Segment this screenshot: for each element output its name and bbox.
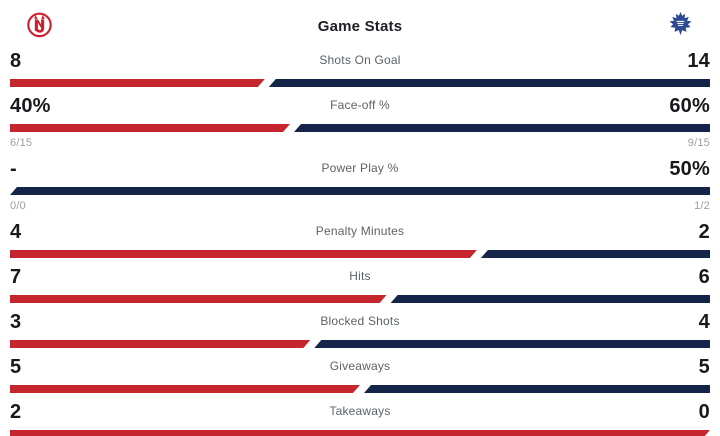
- home-bar-segment: [10, 340, 310, 348]
- stat-row: 7 Hits 6: [10, 264, 710, 303]
- stat-row: 4 Penalty Minutes 2: [10, 219, 710, 258]
- home-value: 4: [10, 221, 22, 243]
- stat-label: Face-off %: [330, 98, 390, 112]
- away-value: 14: [687, 50, 710, 72]
- stat-row: 8 Shots On Goal 14: [10, 48, 710, 87]
- away-value: 5: [698, 356, 710, 378]
- maple-leafs-logo-icon: [669, 11, 692, 36]
- stat-row: 2 Takeaways 0: [10, 399, 710, 436]
- home-bar-segment: [10, 430, 710, 436]
- stat-row: 3 Blocked Shots 4: [10, 309, 710, 348]
- away-bar-segment: [364, 385, 710, 393]
- home-bar-segment: [10, 385, 360, 393]
- away-bar-segment: [390, 295, 710, 303]
- stat-row-head: 2 Takeaways 0: [10, 401, 710, 426]
- away-value: 6: [698, 266, 710, 288]
- home-sub-value: 0/0: [10, 200, 26, 212]
- stat-row-head: 4 Penalty Minutes 2: [10, 221, 710, 246]
- home-bar-segment: [10, 295, 387, 303]
- stat-rows: 8 Shots On Goal 14 40% Face-off % 60% 6/: [10, 48, 710, 436]
- home-value: -: [10, 158, 17, 180]
- stat-row-head: 5 Giveaways 5: [10, 356, 710, 381]
- home-bar-segment: [10, 250, 477, 258]
- header: Game Stats: [10, 0, 710, 40]
- away-bar-segment: [268, 79, 710, 87]
- comparison-bar: [10, 79, 710, 87]
- away-value: 60%: [669, 95, 710, 117]
- comparison-bar: [10, 124, 710, 132]
- stat-label: Hits: [349, 269, 371, 283]
- stat-label: Penalty Minutes: [315, 224, 405, 238]
- maple-leafs-logo: [667, 10, 694, 38]
- stat-row-head: 8 Shots On Goal 14: [10, 50, 710, 75]
- devils-logo-icon: [27, 12, 52, 38]
- home-value: 2: [10, 401, 22, 423]
- away-bar-segment: [480, 250, 710, 258]
- away-sub-value: 1/2: [694, 200, 710, 212]
- stat-row-head: 3 Blocked Shots 4: [10, 311, 710, 336]
- stat-row-subs: 6/15 9/15: [10, 137, 710, 150]
- away-value: 2: [698, 221, 710, 243]
- comparison-bar: [10, 295, 710, 303]
- comparison-bar: [10, 430, 710, 436]
- stat-label: Takeaways: [329, 404, 391, 418]
- home-value: 3: [10, 311, 22, 333]
- stat-row-head: 7 Hits 6: [10, 266, 710, 291]
- stat-row-head: - Power Play % 50%: [10, 158, 710, 183]
- home-value: 7: [10, 266, 22, 288]
- home-value: 8: [10, 50, 22, 72]
- stat-label: Giveaways: [329, 359, 391, 373]
- away-value: 4: [698, 311, 710, 333]
- away-bar-segment: [314, 340, 710, 348]
- comparison-bar: [10, 250, 710, 258]
- stat-label: Power Play %: [321, 161, 399, 175]
- away-value: 50%: [669, 158, 710, 180]
- stat-label: Shots On Goal: [319, 53, 401, 67]
- stat-row-head: 40% Face-off % 60%: [10, 95, 710, 120]
- away-bar-segment: [294, 124, 710, 132]
- away-bar-segment: [10, 187, 710, 195]
- comparison-bar: [10, 187, 710, 195]
- page-title: Game Stats: [317, 18, 403, 35]
- comparison-bar: [10, 385, 710, 393]
- away-sub-value: 9/15: [687, 137, 710, 149]
- stat-row: - Power Play % 50% 0/0 1/2: [10, 156, 710, 213]
- comparison-bar: [10, 340, 710, 348]
- home-bar-segment: [10, 124, 290, 132]
- stat-row-subs: 0/0 1/2: [10, 200, 710, 213]
- stat-label: Blocked Shots: [320, 314, 400, 328]
- home-bar-segment: [10, 79, 265, 87]
- away-value: 0: [698, 401, 710, 423]
- stat-row: 40% Face-off % 60% 6/15 9/15: [10, 93, 710, 150]
- stat-row: 5 Giveaways 5: [10, 354, 710, 393]
- devils-logo: [26, 10, 53, 38]
- home-value: 40%: [10, 95, 51, 117]
- home-value: 5: [10, 356, 22, 378]
- home-sub-value: 6/15: [10, 137, 33, 149]
